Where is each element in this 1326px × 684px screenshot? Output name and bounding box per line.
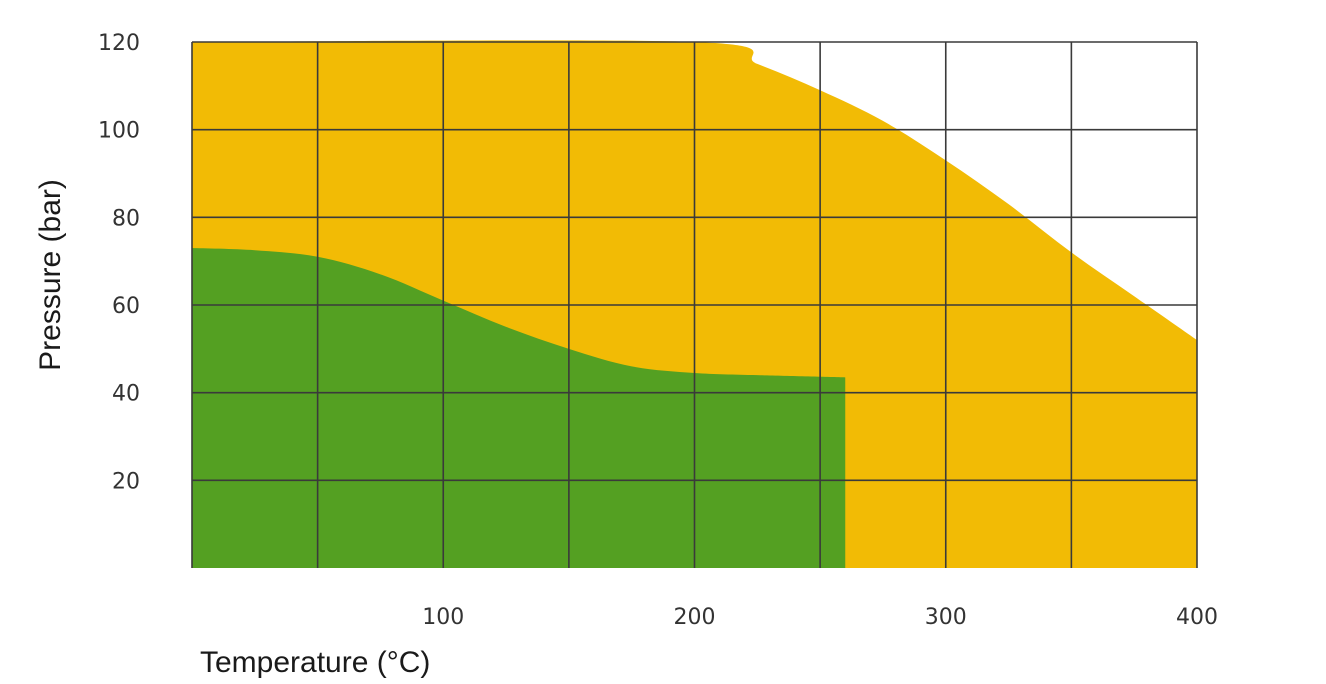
x-axis-tick-labels: 100 200 300 400 [422,605,1218,630]
y-axis-tick-labels: 20 40 60 80 100 120 [98,31,140,494]
x-axis-title: Temperature (°C) [200,646,430,679]
y-tick-label: 40 [112,382,140,407]
chart-grid [191,41,1198,568]
y-tick-label: 20 [112,469,140,494]
y-axis-title: Pressure (bar) [34,179,67,371]
y-tick-label: 120 [98,31,140,56]
x-tick-label: 200 [674,605,716,630]
y-tick-label: 100 [98,119,140,144]
x-tick-label: 400 [1176,605,1218,630]
x-tick-label: 100 [422,605,464,630]
x-tick-label: 300 [925,605,967,630]
region-area-2 [192,248,846,568]
y-tick-label: 60 [112,294,140,319]
y-tick-label: 80 [112,206,140,231]
